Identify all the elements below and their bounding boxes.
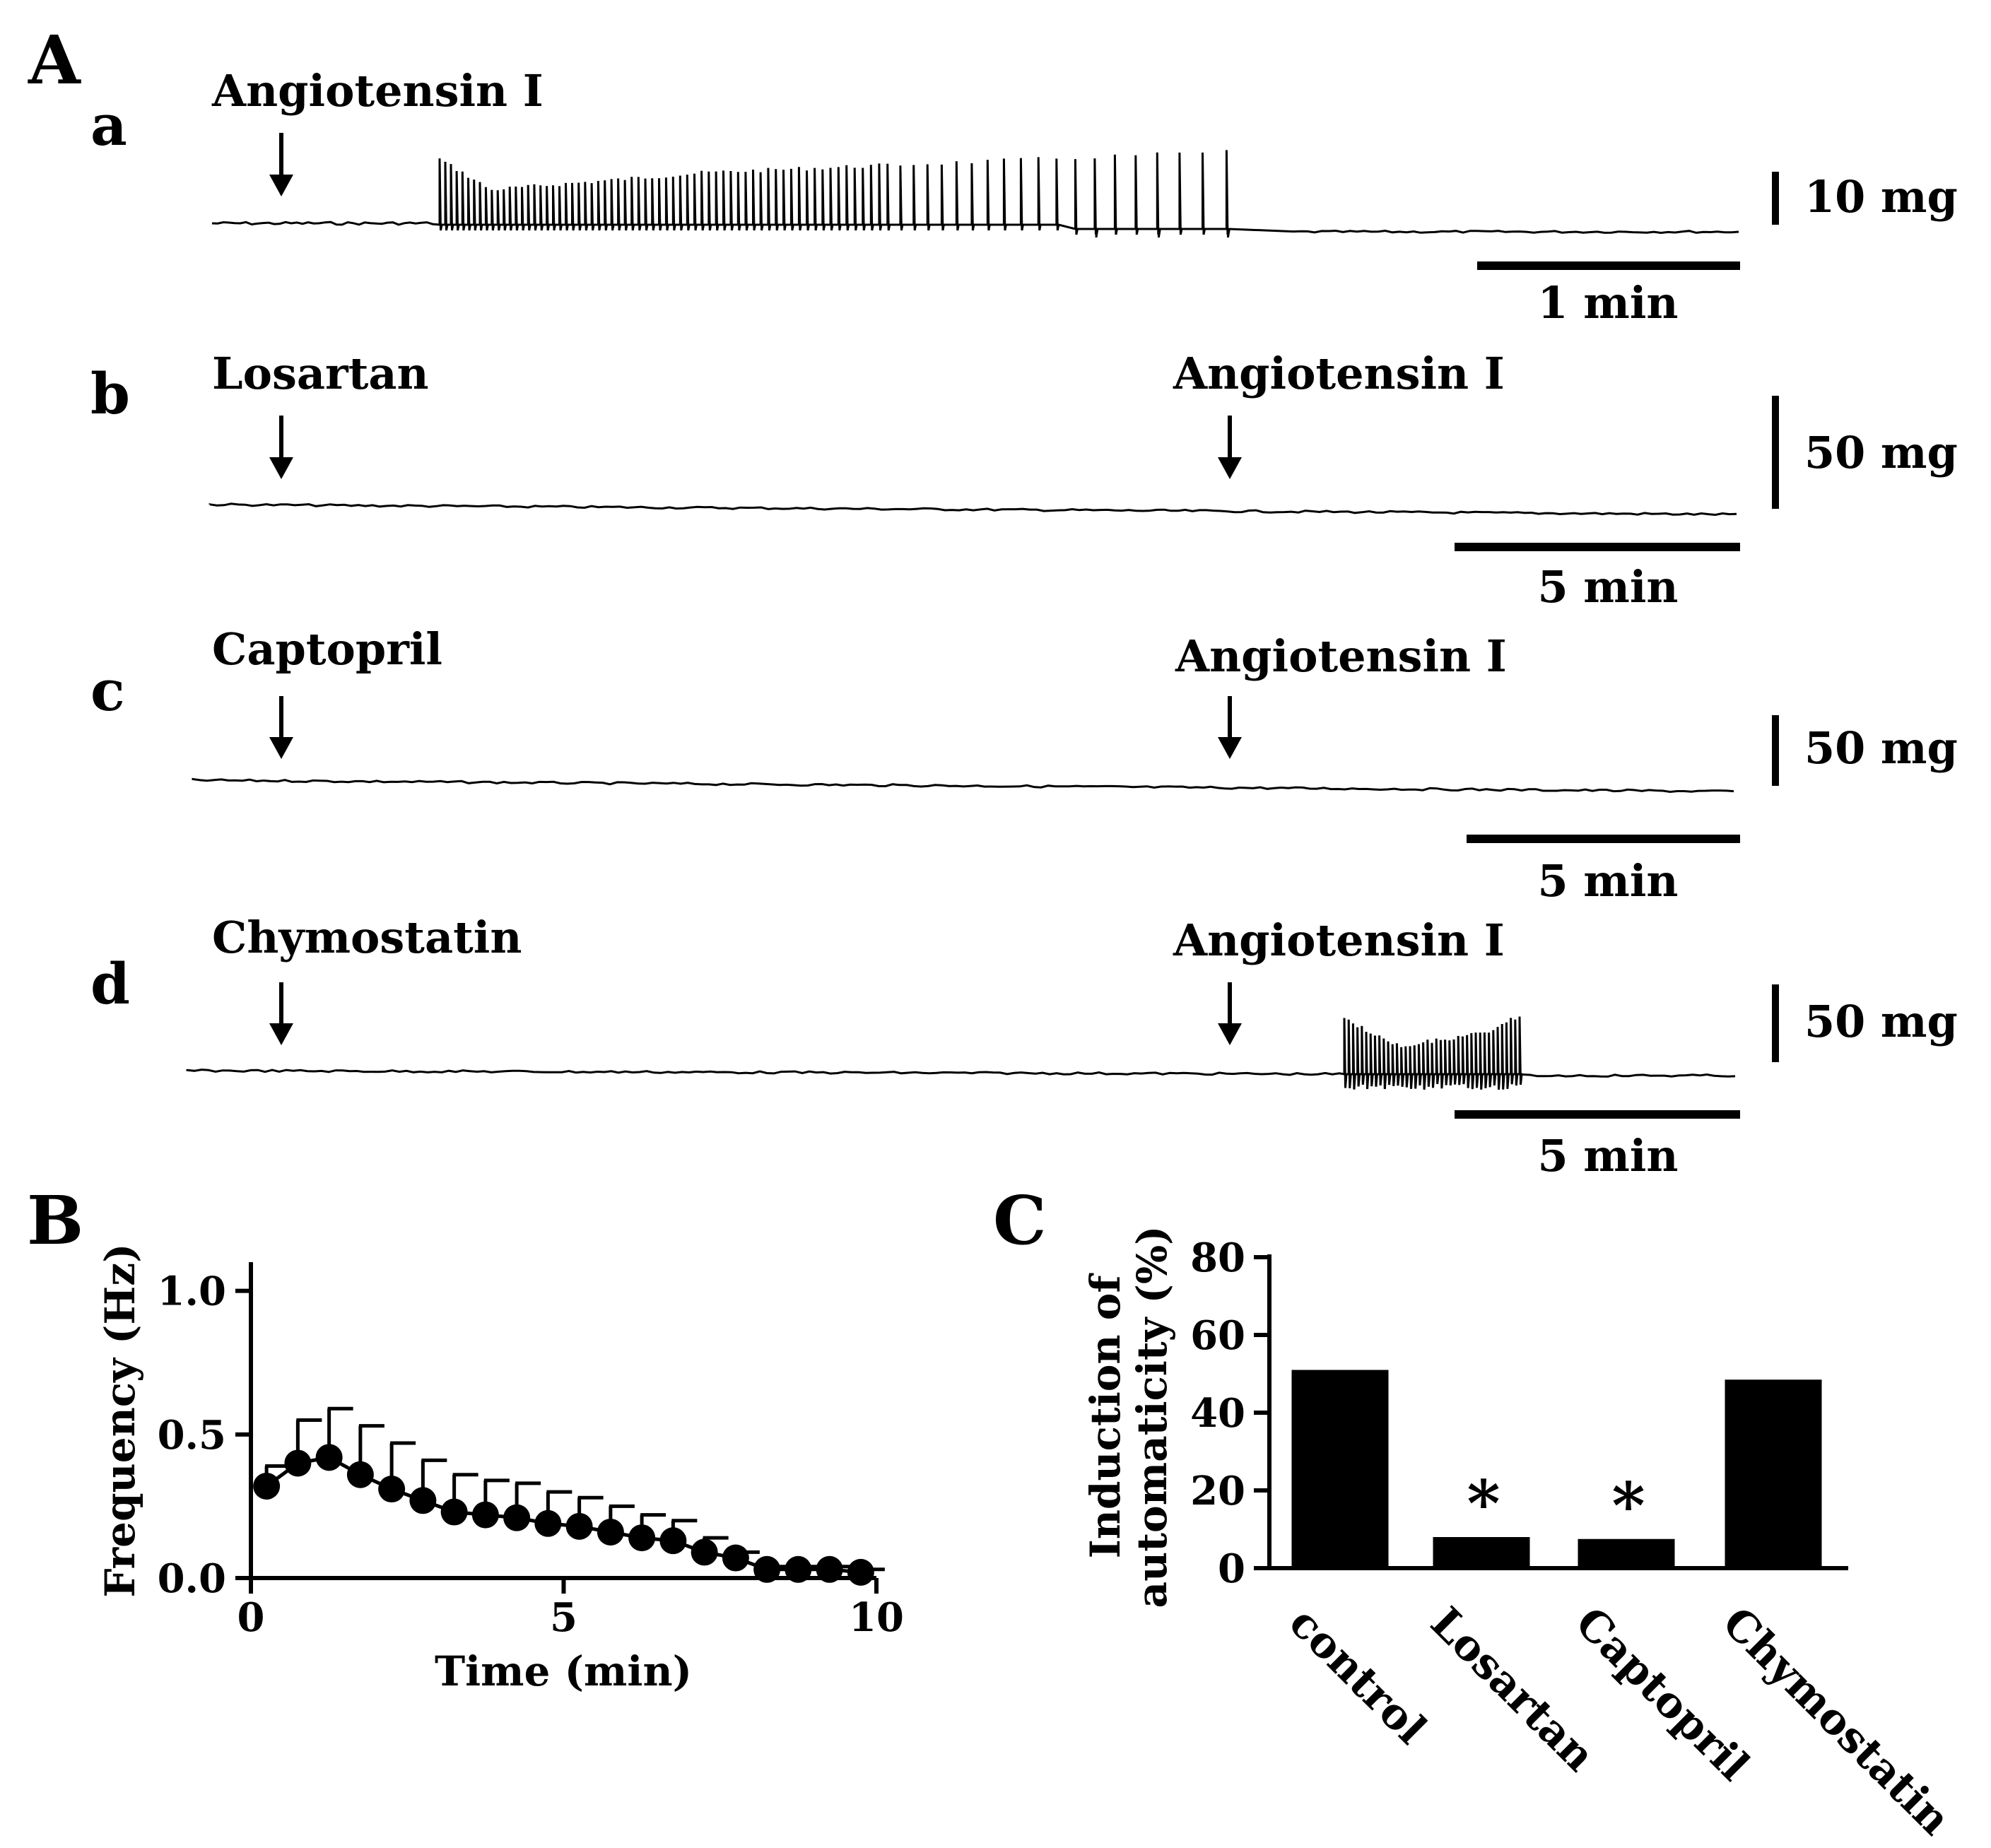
arrow-down-icon	[269, 133, 293, 196]
y-axis-label-b: Frequency (Hz)	[96, 1243, 144, 1597]
second-drug-label-d: Angiotensin I	[1173, 914, 1505, 966]
panel-label-b: B	[27, 1182, 83, 1260]
data-point	[847, 1558, 874, 1586]
y-axis-label-c-line1: Induction of	[1081, 1273, 1129, 1559]
scale-x-label-c: 5 min	[1538, 855, 1679, 907]
scale-y-label-d: 50 mg	[1804, 996, 1958, 1047]
panel-label-c: C	[993, 1182, 1047, 1260]
trace-label-c: c	[90, 657, 125, 724]
second-drug-label-c: Angiotensin I	[1175, 630, 1507, 682]
data-point	[315, 1444, 343, 1471]
scale-x-label-b: 5 min	[1538, 561, 1679, 613]
category-label: control	[1279, 1598, 1435, 1754]
data-point	[816, 1555, 843, 1583]
trace-label-a: a	[90, 92, 127, 158]
drug-label-c: Captopril	[212, 623, 442, 675]
data-point	[284, 1449, 312, 1477]
significance-asterisk: *	[1467, 1466, 1500, 1541]
y-tick-label: 60	[1190, 1312, 1245, 1359]
trace-c: c Captopril Angiotensin I 50 mg 5 min	[90, 623, 1958, 907]
drug-label-d: Chymostatin	[212, 912, 522, 963]
y-tick-label: 0.0	[158, 1555, 226, 1602]
y-tick-label: 40	[1190, 1390, 1245, 1437]
trace-label-d: d	[90, 951, 130, 1017]
y-tick-label: 1.0	[158, 1269, 226, 1315]
data-point	[785, 1555, 812, 1583]
trace-d: d Chymostatin Angiotensin I 50 mg 5 min	[90, 912, 1958, 1182]
data-point	[440, 1498, 468, 1526]
y-tick-label: 0.5	[158, 1412, 226, 1459]
bar-control	[1291, 1370, 1389, 1568]
bar-chymostatin	[1725, 1379, 1822, 1568]
y-tick-label: 80	[1190, 1235, 1245, 1281]
category-label: Chymostatin	[1713, 1598, 1959, 1844]
bar-losartan	[1433, 1537, 1530, 1568]
trace-d-recording	[186, 1016, 1736, 1090]
data-point	[378, 1476, 406, 1503]
data-point	[565, 1512, 593, 1540]
data-point	[409, 1487, 437, 1514]
bar-captopril	[1578, 1538, 1675, 1568]
scale-y-label-c: 50 mg	[1804, 722, 1958, 774]
data-point	[253, 1472, 281, 1500]
automaticity-bar-chart: Induction of automaticity (%) 020406080 …	[1081, 1225, 1960, 1844]
arrow-down-icon	[269, 416, 293, 479]
y-tick-label: 20	[1190, 1468, 1245, 1514]
data-point	[628, 1524, 656, 1552]
data-point	[534, 1509, 562, 1537]
scale-x-label-a: 1 min	[1538, 277, 1679, 329]
x-tick-label: 0	[237, 1594, 265, 1641]
arrow-down-icon	[1218, 416, 1242, 479]
arrow-down-icon	[1218, 696, 1242, 759]
data-point	[597, 1518, 624, 1546]
data-point	[503, 1504, 531, 1531]
drug-label-a: Angiotensin I	[211, 65, 544, 117]
panel-label-a: A	[28, 21, 81, 100]
y-tick-label: 0	[1218, 1546, 1245, 1592]
trace-b: b Losartan Angiotensin I 50 mg 5 min	[90, 348, 1958, 613]
data-point	[753, 1555, 781, 1583]
arrow-down-icon	[269, 696, 293, 759]
data-point	[346, 1461, 374, 1488]
trace-a: a Angiotensin I 10 mg 1 min	[90, 65, 1958, 329]
arrow-down-icon	[1218, 982, 1242, 1045]
y-axis-label-c-line2: automaticity (%)	[1128, 1225, 1176, 1608]
x-tick-label: 5	[550, 1594, 577, 1641]
drug-label-b: Losartan	[212, 348, 429, 399]
second-drug-label-b: Angiotensin I	[1173, 348, 1505, 399]
scale-y-label-b: 50 mg	[1804, 427, 1958, 478]
x-axis-label-b: Time (min)	[435, 1647, 692, 1695]
x-tick-label: 10	[849, 1594, 904, 1641]
data-point	[659, 1527, 687, 1555]
scale-y-label-a: 10 mg	[1804, 171, 1958, 223]
scale-x-label-d: 5 min	[1538, 1130, 1679, 1182]
trace-a-recording	[211, 150, 1739, 238]
arrow-down-icon	[269, 982, 293, 1045]
data-point	[722, 1544, 749, 1572]
frequency-chart: Frequency (Hz) Time (min) 0.0 0.5 1.0 0 5 10	[96, 1243, 904, 1695]
data-point	[471, 1501, 499, 1529]
trace-label-b: b	[90, 360, 130, 427]
data-point	[691, 1538, 718, 1566]
trace-b-recording	[209, 502, 1737, 517]
trace-c-recording	[192, 777, 1734, 794]
significance-asterisk: *	[1611, 1469, 1645, 1543]
